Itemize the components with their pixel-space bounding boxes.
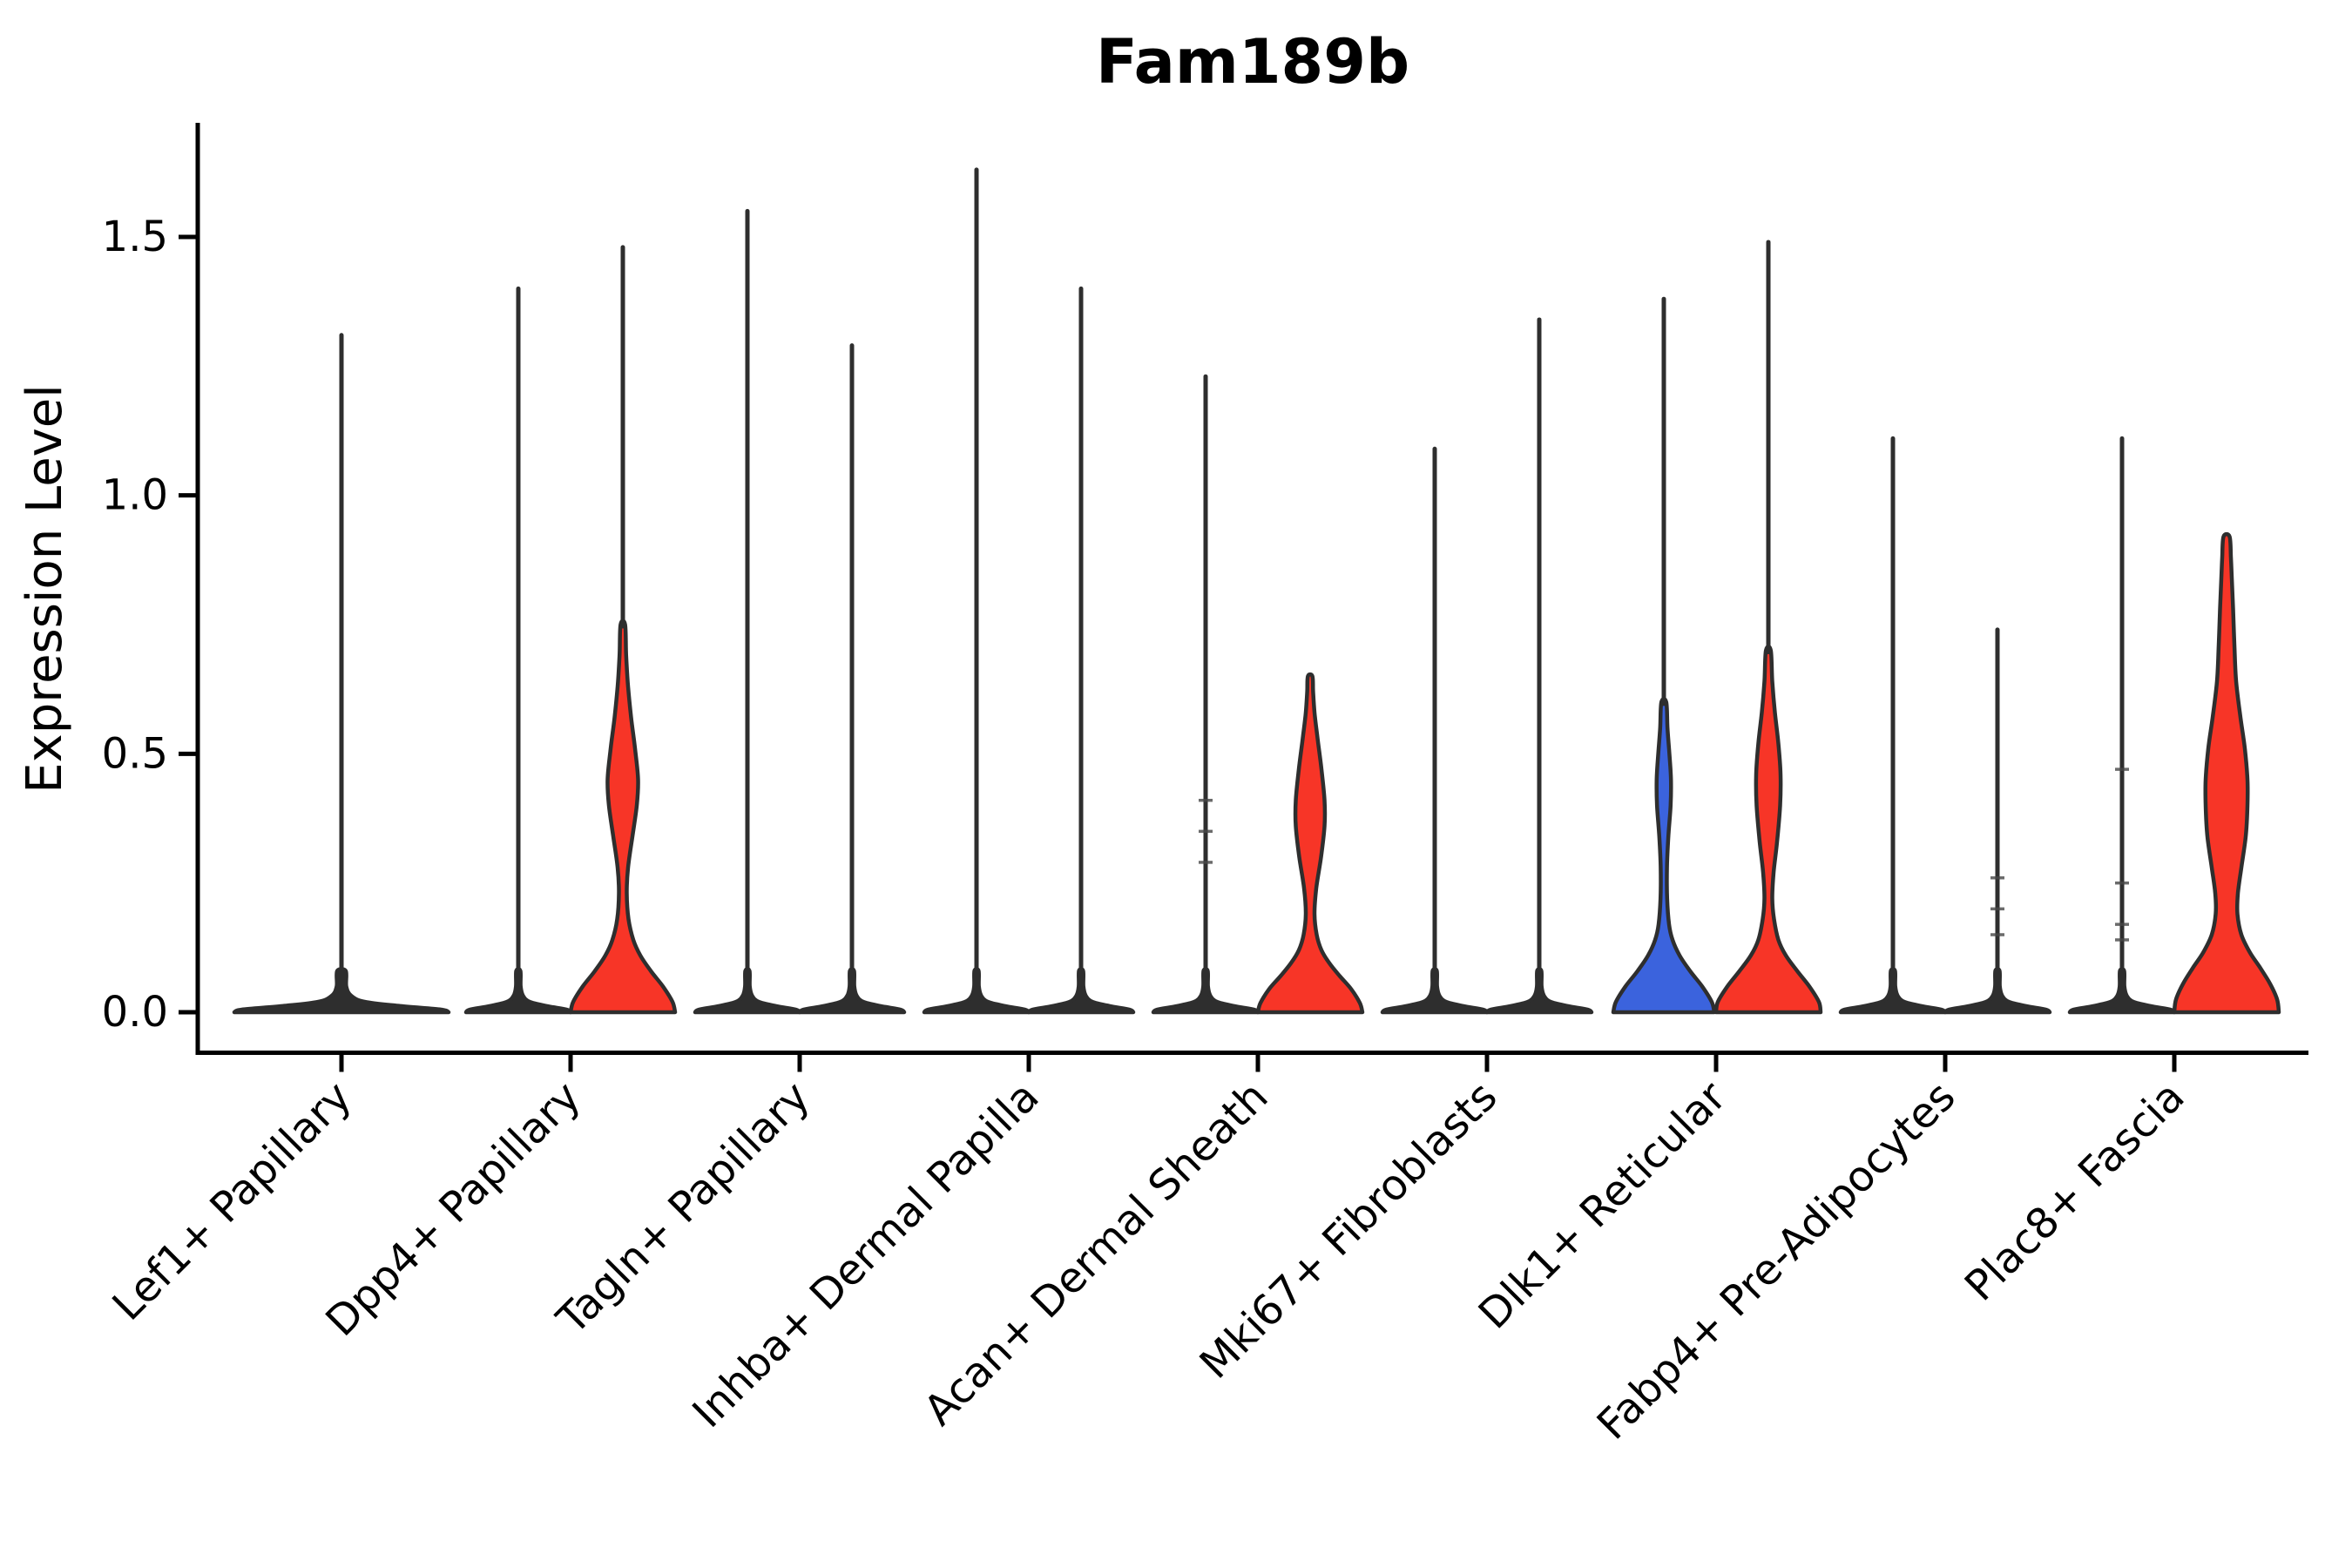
violin-acan-dermal-sheath-right bbox=[1255, 672, 1365, 1015]
violin-plac8-fascia-right bbox=[2172, 531, 2281, 1015]
chart-title: Fam189b bbox=[1096, 26, 1409, 98]
violins-layer bbox=[232, 167, 2281, 1015]
violin-plac8-fascia-left bbox=[2067, 967, 2177, 1015]
x-tick-label-plac8-fascia: Plac8+ Fascia bbox=[1956, 1072, 2194, 1311]
x-tick-label-dpp4-papillary: Dpp4+ Papillary bbox=[316, 1072, 590, 1346]
violin-tagln-papillary-right bbox=[797, 967, 907, 1015]
y-tick-label-2: 1.0 bbox=[102, 471, 168, 520]
violin-inhba-dermal-papilla-right bbox=[1026, 967, 1136, 1015]
y-axis-label: Expression Level bbox=[17, 384, 73, 794]
violin-lef1-papillary-full bbox=[232, 967, 451, 1015]
violin-mki67-fibroblasts-right bbox=[1484, 967, 1594, 1015]
x-tick-label-dlk1-reticular: Dlk1+ Reticular bbox=[1470, 1072, 1736, 1339]
violin-dlk1-reticular-right bbox=[1713, 644, 1823, 1015]
x-tick-label-lef1-papillary: Lef1+ Papillary bbox=[104, 1072, 362, 1330]
violin-dlk1-reticular-left bbox=[1611, 697, 1717, 1015]
violin-tagln-papillary-left bbox=[693, 967, 802, 1015]
violin-dpp4-papillary-right bbox=[568, 618, 678, 1015]
x-tick-label-tagln-papillary: Tagln+ Papillary bbox=[547, 1072, 819, 1344]
violin-inhba-dermal-papilla-left bbox=[922, 967, 1031, 1015]
y-tick-label-1: 0.5 bbox=[102, 729, 168, 778]
violin-mki67-fibroblasts-left bbox=[1380, 967, 1490, 1015]
violin-fabp4-pre-adipocytes-left bbox=[1838, 967, 1948, 1015]
violin-dpp4-papillary-left bbox=[463, 967, 573, 1015]
y-tick-label-0: 0.0 bbox=[102, 988, 168, 1037]
violin-acan-dermal-sheath-left bbox=[1151, 967, 1260, 1015]
violin-fabp4-pre-adipocytes-right bbox=[1943, 967, 2052, 1015]
y-tick-label-3: 1.5 bbox=[102, 213, 168, 261]
